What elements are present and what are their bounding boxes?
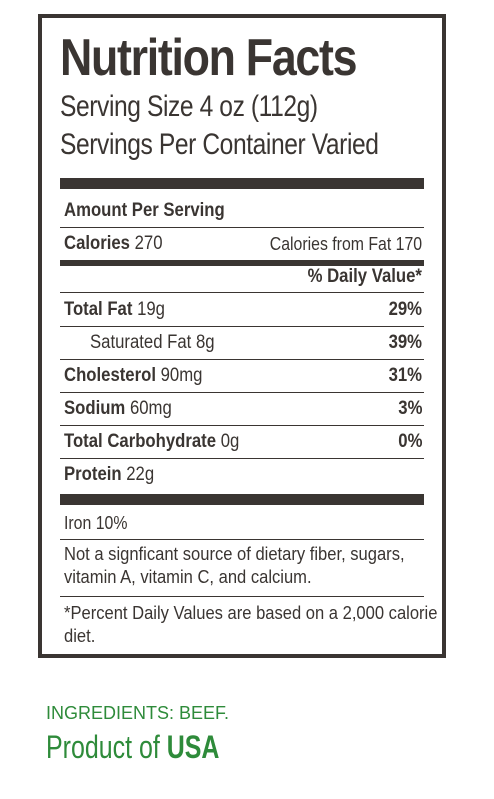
thick-divider	[60, 494, 424, 505]
origin-country: USA	[166, 729, 220, 765]
dv-saturated-fat: 39%	[388, 332, 422, 353]
divider	[60, 326, 424, 327]
divider	[60, 359, 424, 360]
not-significant-note: Not a signficant source of dietary fiber…	[64, 544, 405, 587]
iron-value: Iron 10%	[64, 513, 128, 533]
product-origin: Product of USA	[46, 731, 219, 763]
divider	[60, 425, 424, 426]
nutrient-row-total-fat: Total Fat 19g 29%	[60, 294, 424, 326]
dv-total-carbohydrate: 0%	[397, 431, 422, 452]
iron-row: Iron 10%	[60, 507, 424, 539]
divider	[60, 539, 424, 540]
daily-value-header: % Daily Value*	[307, 266, 422, 287]
calories-value: 270	[134, 233, 163, 254]
daily-value-header-row: % Daily Value*	[60, 261, 424, 293]
nutrient-row-sodium: Sodium 60mg 3%	[60, 393, 424, 425]
divider	[60, 227, 424, 228]
dv-total-fat: 29%	[388, 299, 422, 320]
divider	[60, 458, 424, 459]
nutrient-row-protein: Protein 22g	[64, 464, 155, 485]
thick-divider	[60, 178, 424, 189]
dv-sodium: 3%	[397, 398, 422, 419]
calories-label: Calories	[64, 233, 130, 254]
nutrition-title: Nutrition Facts	[60, 29, 357, 87]
amount-per-serving-row: Amount Per Serving	[60, 195, 424, 227]
nutrient-row-total-carbohydrate: Total Carbohydrate 0g 0%	[60, 426, 424, 458]
serving-size: Serving Size 4 oz (112g)	[60, 90, 318, 123]
nutrient-row-saturated-fat: Saturated Fat 8g 39%	[60, 327, 424, 359]
divider	[60, 292, 424, 293]
origin-prefix: Product of	[46, 729, 167, 765]
servings-per-container: Servings Per Container Varied	[60, 128, 379, 161]
divider	[60, 596, 424, 597]
daily-value-footnote: *Percent Daily Values are based on a 2,0…	[64, 603, 438, 646]
dv-cholesterol: 31%	[388, 365, 422, 386]
calories-row: Calories 270 Calories from Fat 170	[60, 228, 424, 260]
nutrient-row-cholesterol: Cholesterol 90mg 31%	[60, 360, 424, 392]
calories-from-fat: Calories from Fat 170	[269, 234, 422, 254]
amount-per-serving: Amount Per Serving	[64, 200, 225, 221]
medium-divider	[60, 260, 424, 266]
divider	[60, 392, 424, 393]
nutrition-facts-panel: Nutrition Facts Serving Size 4 oz (112g)…	[38, 14, 446, 658]
ingredients-text: INGREDIENTS: BEEF.	[46, 703, 230, 723]
